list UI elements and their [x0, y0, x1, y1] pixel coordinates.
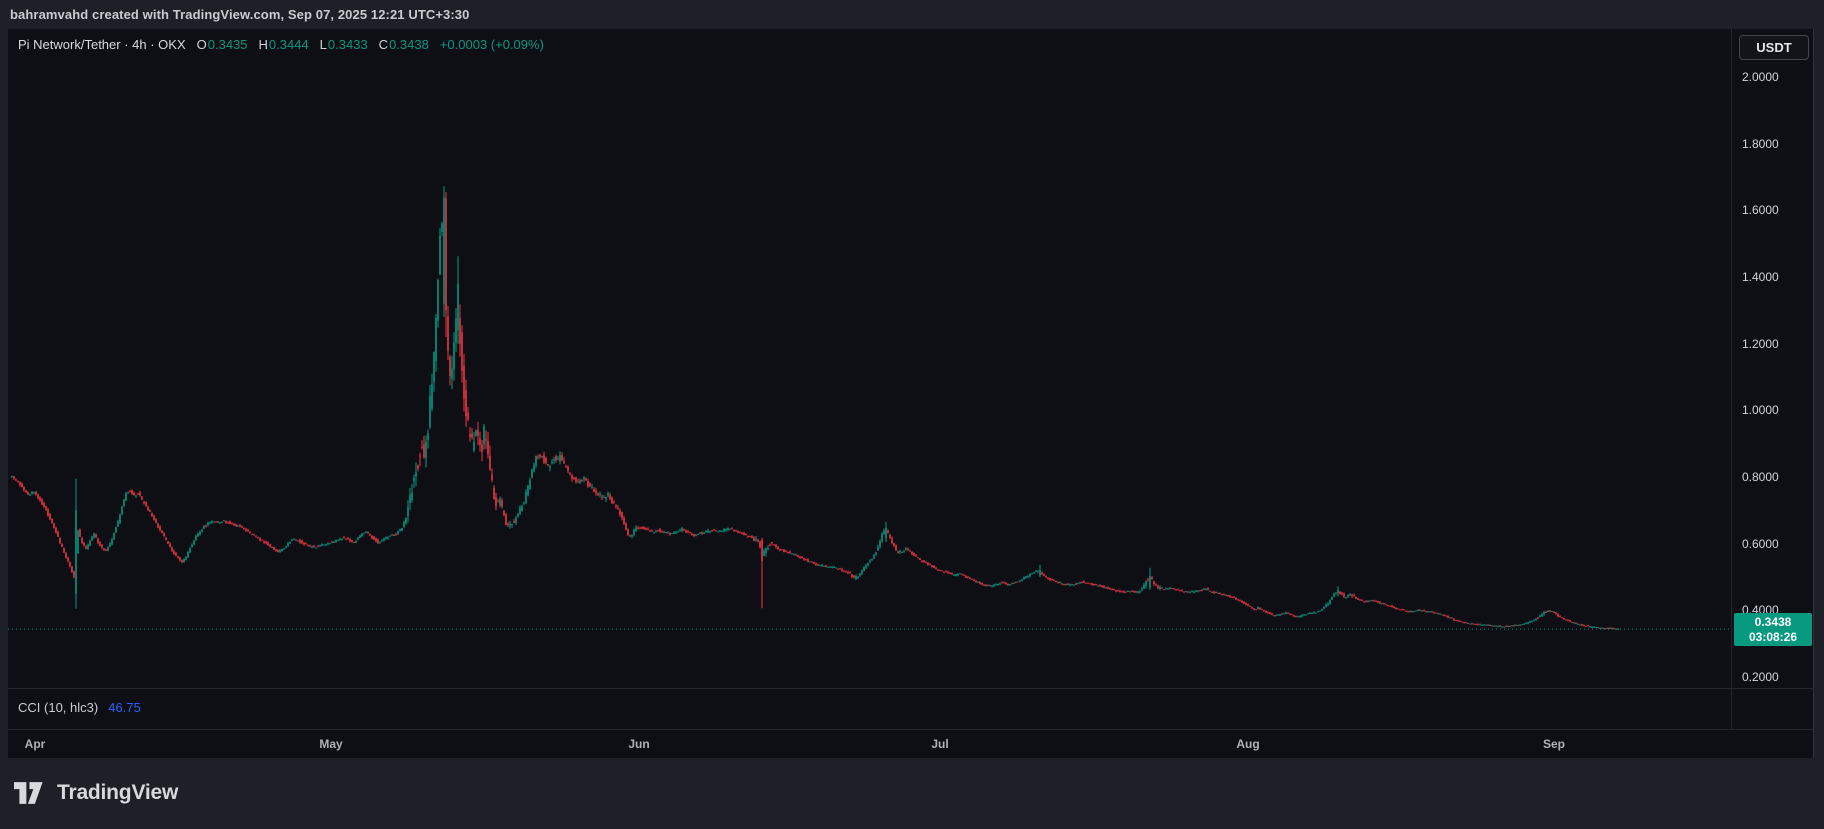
time-axis-label[interactable]: Aug — [1236, 737, 1260, 751]
price-axis-label: 0.8000 — [1742, 469, 1779, 484]
tradingview-logo-link[interactable]: TradingView — [14, 781, 178, 805]
indicator-legend: CCI (10, hlc3) 46.75 — [18, 696, 141, 718]
footer: TradingView — [0, 758, 1824, 829]
chart-widget: Pi Network/Tether · 4h · OKX O 0.3435 H 0.… — [8, 29, 1814, 758]
price-axis-label: 0.2000 — [1742, 669, 1779, 684]
symbol-legend: Pi Network/Tether · 4h · OKX O 0.3435 H 0.… — [18, 37, 544, 52]
pane-separator[interactable] — [8, 688, 1814, 689]
candlestick-chart[interactable] — [8, 29, 1731, 688]
price-axis-label: 1.0000 — [1742, 403, 1779, 418]
ohlc-close: C 0.3438 — [378, 37, 429, 52]
price-axis-label: 0.6000 — [1742, 536, 1779, 551]
indicator-params: (10, hlc3) — [44, 699, 99, 715]
ohlc-low: L 0.3433 — [319, 37, 368, 52]
price-axis-label: 1.2000 — [1742, 336, 1779, 351]
price-axis-label: 2.0000 — [1742, 70, 1779, 84]
time-axis-label[interactable]: Sep — [1542, 737, 1566, 751]
indicator-name: CCI — [18, 699, 41, 715]
last-price-value: 0.3438 — [1754, 615, 1792, 630]
time-axis-label[interactable]: Apr — [24, 737, 46, 751]
attribution-text: bahramvahd created with TradingView.com,… — [10, 7, 470, 22]
last-price-badge: 0.3438 03:08:26 — [1734, 613, 1812, 647]
time-axis-label[interactable]: Jun — [628, 737, 650, 751]
time-axis[interactable]: Apr May Jun Jul Aug Sep — [8, 730, 1814, 758]
price-axis-label: 1.8000 — [1742, 136, 1779, 151]
ohlc-high: H 0.3444 — [258, 37, 309, 52]
attribution-bar: bahramvahd created with TradingView.com,… — [0, 0, 1824, 29]
symbol-title: Pi Network/Tether · 4h · OKX — [18, 37, 186, 52]
price-change: +0.0003 (+0.09%) — [439, 37, 544, 52]
time-axis-separator — [8, 729, 1814, 730]
indicator-value: 46.75 — [108, 699, 141, 715]
price-axis-label: 1.4000 — [1742, 269, 1779, 284]
currency-button[interactable]: USDT — [1739, 35, 1809, 60]
price-axis[interactable]: USDT 2.0000 1.8000 1.6000 1.4000 1.2000 1.000… — [1731, 29, 1813, 729]
bar-countdown: 03:08:26 — [1748, 630, 1798, 645]
time-axis-label[interactable]: Jul — [931, 737, 949, 751]
tradingview-logo-text: TradingView — [57, 781, 179, 804]
ohlc-open: O 0.3435 — [196, 37, 248, 52]
time-axis-label[interactable]: May — [319, 737, 343, 751]
tradingview-logo-icon — [14, 782, 43, 804]
price-axis-label: 1.6000 — [1742, 203, 1779, 218]
